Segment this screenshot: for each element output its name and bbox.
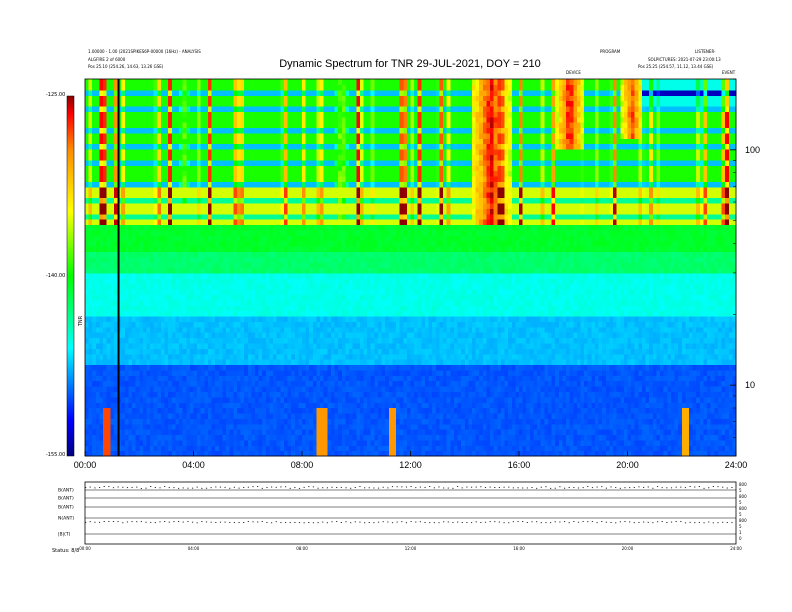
bottom-x-tick-label: 16:00 xyxy=(513,546,525,551)
y-tick-label: 10 xyxy=(745,380,755,390)
bottom-panel-frame xyxy=(84,481,737,545)
bottom-right-label: 5 xyxy=(739,488,742,493)
x-tick-label: 24:00 xyxy=(725,460,748,470)
event-label-1: DEVICE xyxy=(566,70,581,75)
bottom-right-label: 800 xyxy=(739,506,747,511)
data-gap-line xyxy=(117,79,120,456)
bottom-footer-label: Status: 8/8 xyxy=(52,548,80,554)
bottom-panel: B(ANT)B(ANT)B(ANT)N(ANT)|B|(T)8005800580… xyxy=(58,481,747,551)
colorbar-tick-mid: -140.00 xyxy=(46,273,66,279)
colorbar-tick-top: -125.00 xyxy=(46,92,66,98)
header-info-left-3: Pos 25.10 (254.26, 14.63, 13.26 GSE) xyxy=(88,64,164,69)
bottom-right-label: 800 xyxy=(739,494,747,499)
bottom-x-tick-label: 00:00 xyxy=(79,546,91,551)
header-info-right-1: PROGRAM xyxy=(600,49,621,54)
colorbar-gradient xyxy=(66,95,75,457)
bottom-right-label: 5 xyxy=(739,500,742,505)
header-info-right-4: Pos 25.25 (254.57, 11.12, 13.44 GSE) xyxy=(638,64,714,69)
bottom-trace-dots xyxy=(85,486,733,524)
header-info-left-1: 1.00000 - 1.00 (2021SPIKES6P-00000 (16Hz… xyxy=(88,49,201,54)
bottom-x-tick-label: 24:00 xyxy=(730,546,742,551)
x-tick-label: 08:00 xyxy=(291,460,314,470)
event-label-2: EVENT xyxy=(722,70,736,75)
bottom-right-label: 800 xyxy=(739,518,747,523)
bottom-x-tick-label: 20:00 xyxy=(622,546,634,551)
header-info-right-3: SOLPICTURES: 2021-07-29 23:00:13 xyxy=(648,57,721,62)
bottom-x-tick-label: 12:00 xyxy=(405,546,417,551)
x-tick-label: 04:00 xyxy=(182,460,205,470)
header-info-right-2: LISTENER- xyxy=(695,49,716,54)
bottom-right-label: 5 xyxy=(739,524,742,529)
axes-layer: 00:00 04:00 08:00 12:00 16:00 20:00 24:00 100 10 xyxy=(74,78,760,470)
x-tick-label: 12:00 xyxy=(399,460,422,470)
bottom-right-label: 0 xyxy=(739,536,742,541)
bottom-row-label: B(ANT) xyxy=(58,505,74,511)
colorbar xyxy=(66,95,75,457)
bottom-row-label: B(ANT) xyxy=(58,496,74,502)
heatmap-layer xyxy=(85,79,737,457)
x-tick-label: 16:00 xyxy=(508,460,531,470)
x-tick-label: 00:00 xyxy=(74,460,97,470)
bottom-right-label: 1 xyxy=(739,530,742,535)
colorbar-label: TNR xyxy=(78,315,85,327)
bottom-x-tick-label: 04:00 xyxy=(188,546,200,551)
colorbar-tick-bottom: -155.00 xyxy=(46,452,66,458)
bottom-row-label: |B|(T) xyxy=(58,532,71,538)
y-tick-label: 100 xyxy=(745,145,760,155)
bottom-x-tick-label: 08:00 xyxy=(296,546,308,551)
bottom-row-label: B(ANT) xyxy=(58,488,74,494)
bottom-right-label: 5 xyxy=(739,512,742,517)
bottom-row-label: N(ANT) xyxy=(58,516,74,522)
chart-title: Dynamic Spectrum for TNR 29-JUL-2021, DO… xyxy=(279,58,541,70)
x-tick-label: 20:00 xyxy=(616,460,639,470)
header-info-left-2: ALGFIRE 2 of 6000 xyxy=(88,57,126,62)
bottom-right-label: 800 xyxy=(739,482,747,487)
